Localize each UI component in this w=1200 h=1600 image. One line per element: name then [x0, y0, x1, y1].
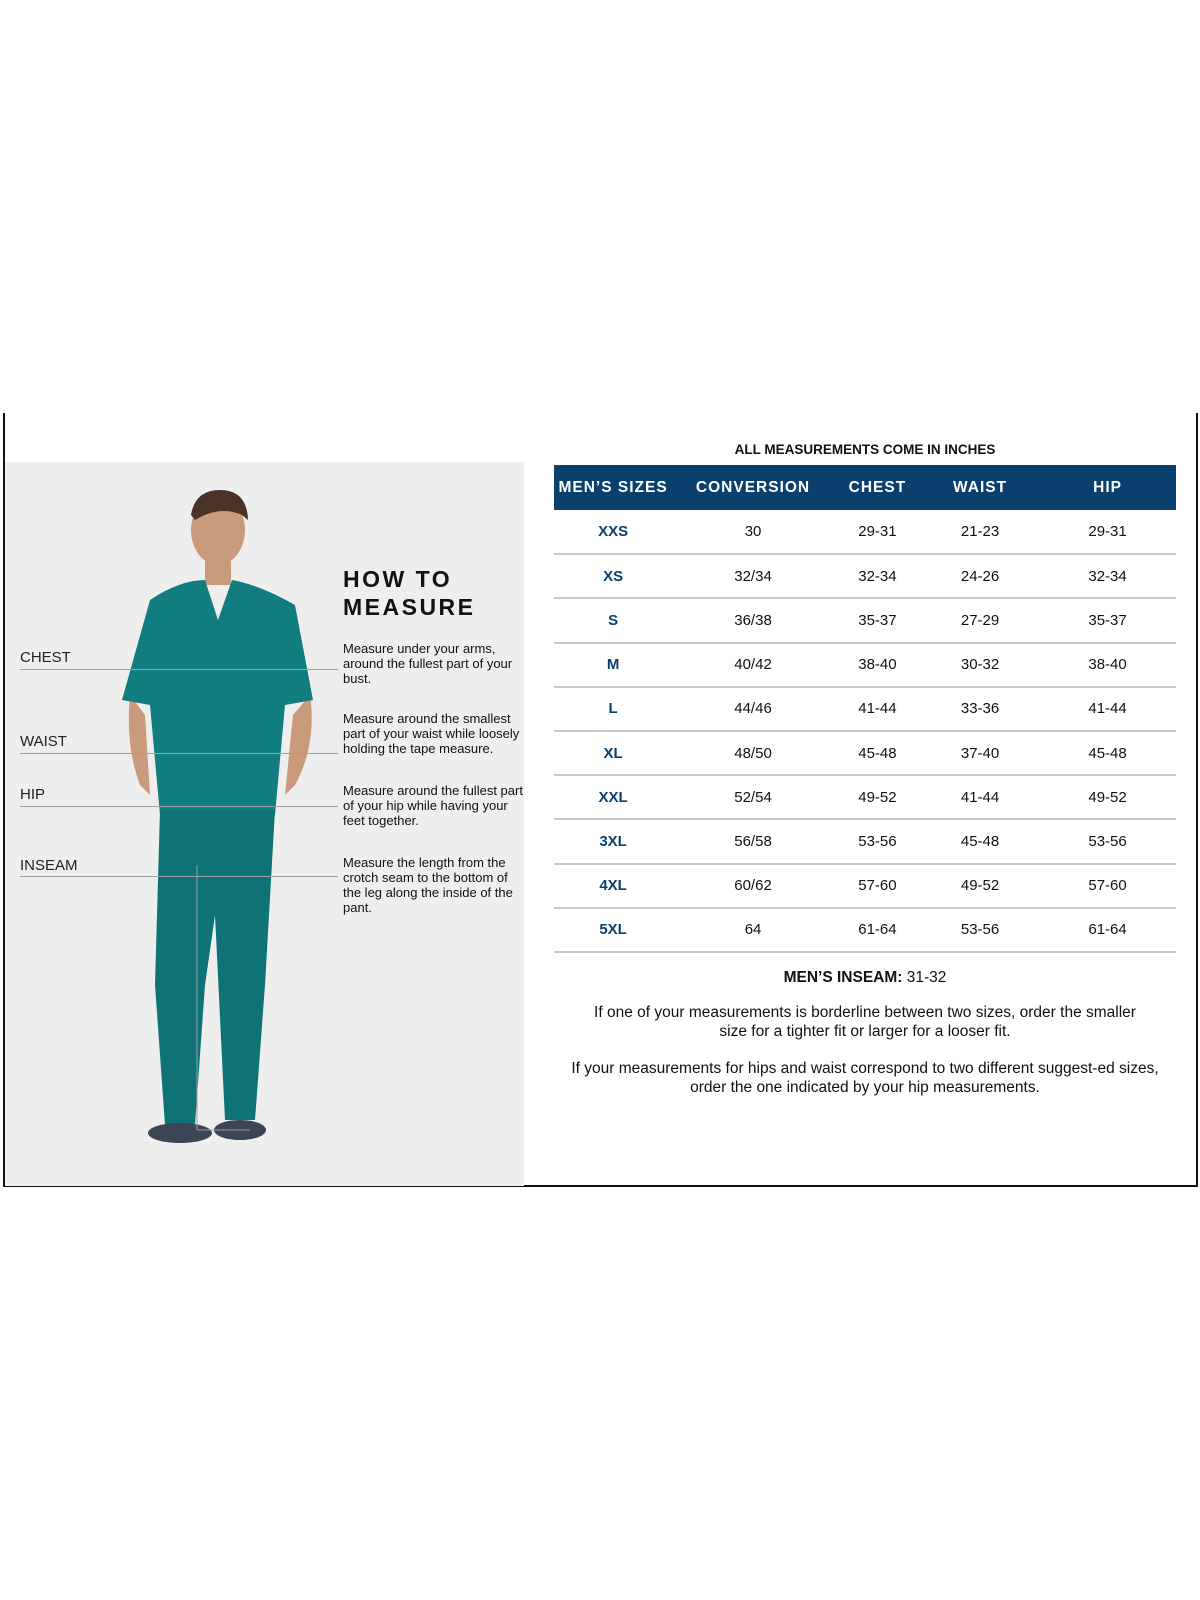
- waist-description: Measure around the smallest part of your…: [343, 711, 520, 756]
- value-cell: 53-56: [920, 907, 1040, 953]
- size-cell: S: [554, 598, 673, 644]
- value-cell: 60/62: [672, 863, 834, 909]
- value-cell: 56/58: [672, 819, 834, 865]
- table-row: 4XL 60/62 57-60 49-52 57-60: [554, 863, 1176, 909]
- heading-line-1: HOW TO: [343, 566, 453, 592]
- value-cell: 38-40: [833, 642, 921, 688]
- size-cell: XXS: [554, 510, 673, 556]
- size-cell: XS: [554, 554, 673, 600]
- value-cell: 57-60: [833, 863, 921, 909]
- hip-line: [20, 806, 338, 807]
- value-cell: 40/42: [672, 642, 834, 688]
- inseam-note: MEN’S INSEAM: 31-32: [554, 968, 1176, 987]
- value-cell: 49-52: [833, 775, 921, 821]
- chart-title: ALL MEASUREMENTS COME IN INCHES: [734, 442, 996, 457]
- how-to-measure-heading: HOW TO MEASURE: [343, 565, 476, 621]
- size-cell: 5XL: [554, 907, 673, 953]
- inseam-note-value: 31-32: [906, 969, 947, 986]
- value-cell: 29-31: [1039, 510, 1176, 556]
- value-cell: 53-56: [1039, 819, 1176, 865]
- value-cell: 35-37: [1039, 598, 1176, 644]
- value-cell: 38-40: [1039, 642, 1176, 688]
- value-cell: 33-36: [920, 686, 1040, 732]
- waist-label: WAIST: [20, 733, 67, 750]
- size-cell: XL: [554, 730, 673, 777]
- chest-description: Measure under your arms, around the full…: [343, 641, 513, 686]
- value-cell: 48/50: [672, 730, 834, 777]
- value-cell: 57-60: [1039, 863, 1176, 909]
- value-cell: 45-48: [920, 819, 1040, 865]
- value-cell: 61-64: [1039, 907, 1176, 953]
- col-header-conversion: CONVERSION: [672, 465, 834, 510]
- model-in-scrubs-image: [122, 490, 313, 1143]
- value-cell: 21-23: [920, 510, 1040, 556]
- table-row: L 44/46 41-44 33-36 41-44: [554, 686, 1176, 732]
- value-cell: 53-56: [833, 819, 921, 865]
- table-row: XXS 30 29-31 21-23 29-31: [554, 510, 1176, 556]
- size-cell: 3XL: [554, 819, 673, 865]
- value-cell: 49-52: [1039, 775, 1176, 821]
- value-cell: 30-32: [920, 642, 1040, 688]
- value-cell: 36/38: [672, 598, 834, 644]
- table-row: 5XL 64 61-64 53-56 61-64: [554, 907, 1176, 953]
- value-cell: 32/34: [672, 554, 834, 600]
- size-cell: 4XL: [554, 863, 673, 909]
- note-borderline: If one of your measurements is borderlin…: [594, 1004, 1136, 1040]
- value-cell: 24-26: [920, 554, 1040, 600]
- waist-line: [20, 753, 338, 754]
- col-header-waist: WAIST: [920, 465, 1040, 510]
- inseam-description: Measure the length from the crotch seam …: [343, 855, 513, 915]
- table-row: XS 32/34 32-34 24-26 32-34: [554, 554, 1176, 600]
- size-cell: M: [554, 642, 673, 688]
- value-cell: 37-40: [920, 730, 1040, 777]
- value-cell: 30: [672, 510, 834, 556]
- value-cell: 41-44: [920, 775, 1040, 821]
- table-row: XXL 52/54 49-52 41-44 49-52: [554, 775, 1176, 821]
- value-cell: 29-31: [833, 510, 921, 556]
- value-cell: 61-64: [833, 907, 921, 953]
- value-cell: 44/46: [672, 686, 834, 732]
- size-cell: XXL: [554, 775, 673, 821]
- size-chart-table: MEN’S SIZES CONVERSION CHEST WAIST HIP X…: [554, 465, 1176, 953]
- table-row: S 36/38 35-37 27-29 35-37: [554, 598, 1176, 644]
- inseam-line: [20, 876, 338, 877]
- col-header-hip: HIP: [1039, 465, 1176, 510]
- value-cell: 45-48: [833, 730, 921, 777]
- table-row: 3XL 56/58 53-56 45-48 53-56: [554, 819, 1176, 865]
- col-header-size: MEN’S SIZES: [554, 465, 673, 510]
- note-hip-waist: If your measurements for hips and waist …: [571, 1060, 1159, 1096]
- value-cell: 45-48: [1039, 730, 1176, 777]
- value-cell: 41-44: [833, 686, 921, 732]
- table-row: XL 48/50 45-48 37-40 45-48: [554, 730, 1176, 777]
- col-header-chest: CHEST: [833, 465, 921, 510]
- table-header-row: MEN’S SIZES CONVERSION CHEST WAIST HIP: [554, 465, 1176, 510]
- hip-label: HIP: [20, 786, 46, 803]
- inseam-label: INSEAM: [20, 857, 78, 874]
- value-cell: 41-44: [1039, 686, 1176, 732]
- value-cell: 35-37: [833, 598, 921, 644]
- chest-line: [20, 669, 338, 670]
- table-row: M 40/42 38-40 30-32 38-40: [554, 642, 1176, 688]
- chart-frame: [3, 413, 1198, 1187]
- heading-line-2: MEASURE: [343, 594, 476, 620]
- size-cell: L: [554, 686, 673, 732]
- chest-label: CHEST: [20, 649, 71, 666]
- value-cell: 27-29: [920, 598, 1040, 644]
- value-cell: 32-34: [1039, 554, 1176, 600]
- value-cell: 64: [672, 907, 834, 953]
- value-cell: 32-34: [833, 554, 921, 600]
- value-cell: 52/54: [672, 775, 834, 821]
- value-cell: 49-52: [920, 863, 1040, 909]
- hip-description: Measure around the fullest part of your …: [343, 783, 523, 828]
- inseam-note-label: MEN’S INSEAM:: [783, 969, 903, 986]
